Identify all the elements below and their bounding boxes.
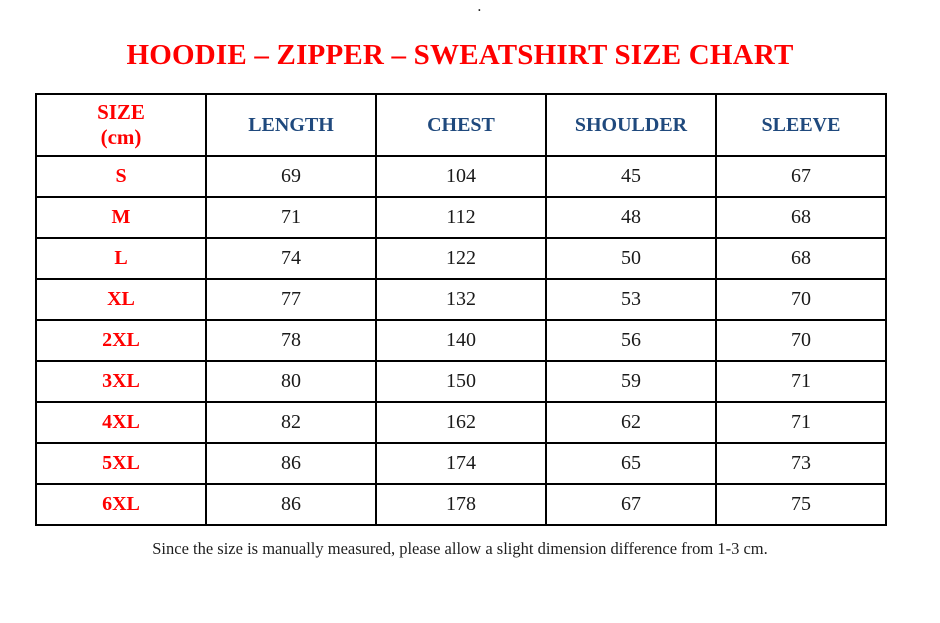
- table-row: 5XL 86 174 65 73: [35, 442, 887, 485]
- size-label: 5XL: [35, 442, 207, 485]
- sleeve-value: 68: [715, 237, 887, 280]
- shoulder-value: 67: [545, 483, 717, 526]
- length-value: 69: [205, 155, 377, 198]
- chest-value: 132: [375, 278, 547, 321]
- size-label: XL: [35, 278, 207, 321]
- length-value: 71: [205, 196, 377, 239]
- sleeve-value: 71: [715, 360, 887, 403]
- table-row: 6XL 86 178 67 75: [35, 483, 887, 526]
- column-header-chest: CHEST: [375, 93, 547, 157]
- length-value: 77: [205, 278, 377, 321]
- length-value: 86: [205, 483, 377, 526]
- size-chart-body: S 69 104 45 67 M 71 112 48 68 L 74 122 5…: [35, 155, 887, 526]
- length-value: 82: [205, 401, 377, 444]
- shoulder-value: 65: [545, 442, 717, 485]
- chest-value: 104: [375, 155, 547, 198]
- chest-value: 174: [375, 442, 547, 485]
- header-row: SIZE (cm) LENGTH CHEST SHOULDER SLEEVE: [35, 93, 887, 157]
- sleeve-value: 67: [715, 155, 887, 198]
- shoulder-value: 45: [545, 155, 717, 198]
- size-chart-table: SIZE (cm) LENGTH CHEST SHOULDER SLEEVE S…: [35, 93, 887, 526]
- chest-value: 122: [375, 237, 547, 280]
- column-header-sleeve: SLEEVE: [715, 93, 887, 157]
- size-chart-header: SIZE (cm) LENGTH CHEST SHOULDER SLEEVE: [35, 93, 887, 157]
- column-header-length: LENGTH: [205, 93, 377, 157]
- stray-dot-mark: .: [477, 0, 482, 15]
- shoulder-value: 56: [545, 319, 717, 362]
- length-value: 86: [205, 442, 377, 485]
- size-label: 3XL: [35, 360, 207, 403]
- shoulder-value: 59: [545, 360, 717, 403]
- sleeve-value: 75: [715, 483, 887, 526]
- size-label: 2XL: [35, 319, 207, 362]
- column-header-size: SIZE (cm): [35, 93, 207, 157]
- table-row: XL 77 132 53 70: [35, 278, 887, 321]
- size-label: 6XL: [35, 483, 207, 526]
- size-label: L: [35, 237, 207, 280]
- shoulder-value: 48: [545, 196, 717, 239]
- size-label: S: [35, 155, 207, 198]
- table-row: S 69 104 45 67: [35, 155, 887, 198]
- length-value: 78: [205, 319, 377, 362]
- table-row: 3XL 80 150 59 71: [35, 360, 887, 403]
- chest-value: 150: [375, 360, 547, 403]
- sleeve-value: 70: [715, 278, 887, 321]
- measurement-disclaimer: Since the size is manually measured, ple…: [152, 539, 768, 558]
- size-label: M: [35, 196, 207, 239]
- length-value: 80: [205, 360, 377, 403]
- chest-value: 178: [375, 483, 547, 526]
- table-row: 4XL 82 162 62 71: [35, 401, 887, 444]
- sleeve-value: 70: [715, 319, 887, 362]
- column-header-shoulder: SHOULDER: [545, 93, 717, 157]
- sleeve-value: 71: [715, 401, 887, 444]
- shoulder-value: 62: [545, 401, 717, 444]
- chest-value: 162: [375, 401, 547, 444]
- table-row: L 74 122 50 68: [35, 237, 887, 280]
- page-title: HOODIE – ZIPPER – SWEATSHIRT SIZE CHART: [126, 39, 794, 71]
- length-value: 74: [205, 237, 377, 280]
- size-header-line1: SIZE: [97, 100, 145, 124]
- table-row: 2XL 78 140 56 70: [35, 319, 887, 362]
- chest-value: 112: [375, 196, 547, 239]
- size-header-line2: (cm): [100, 125, 142, 149]
- sleeve-value: 73: [715, 442, 887, 485]
- shoulder-value: 50: [545, 237, 717, 280]
- chest-value: 140: [375, 319, 547, 362]
- size-label: 4XL: [35, 401, 207, 444]
- shoulder-value: 53: [545, 278, 717, 321]
- table-row: M 71 112 48 68: [35, 196, 887, 239]
- sleeve-value: 68: [715, 196, 887, 239]
